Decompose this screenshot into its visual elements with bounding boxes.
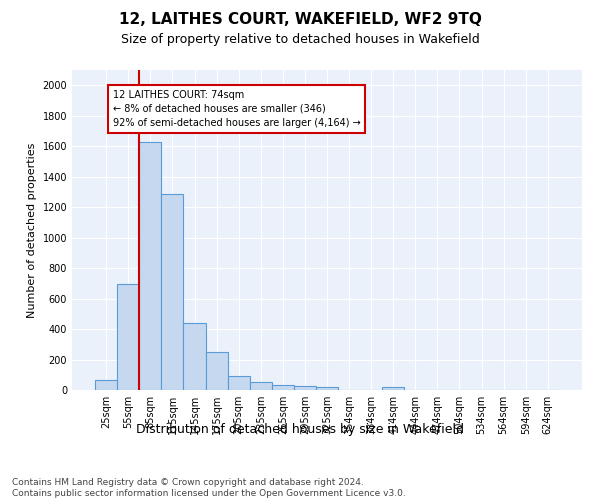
Bar — [95, 380, 117, 390]
Bar — [161, 194, 184, 390]
Text: 12, LAITHES COURT, WAKEFIELD, WF2 9TQ: 12, LAITHES COURT, WAKEFIELD, WF2 9TQ — [119, 12, 481, 28]
Bar — [316, 388, 338, 390]
Bar — [272, 385, 294, 390]
Bar — [250, 382, 272, 390]
Bar — [294, 386, 316, 390]
Y-axis label: Number of detached properties: Number of detached properties — [27, 142, 37, 318]
Text: Contains HM Land Registry data © Crown copyright and database right 2024.
Contai: Contains HM Land Registry data © Crown c… — [12, 478, 406, 498]
Text: Size of property relative to detached houses in Wakefield: Size of property relative to detached ho… — [121, 32, 479, 46]
Bar — [139, 142, 161, 390]
Bar — [382, 387, 404, 390]
Text: Distribution of detached houses by size in Wakefield: Distribution of detached houses by size … — [136, 422, 464, 436]
Text: 12 LAITHES COURT: 74sqm
← 8% of detached houses are smaller (346)
92% of semi-de: 12 LAITHES COURT: 74sqm ← 8% of detached… — [113, 90, 361, 128]
Bar — [206, 352, 227, 390]
Bar — [227, 376, 250, 390]
Bar — [184, 324, 206, 390]
Bar — [117, 284, 139, 390]
